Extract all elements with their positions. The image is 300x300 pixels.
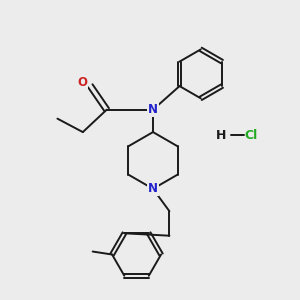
Text: Cl: Cl <box>244 129 257 142</box>
Text: N: N <box>148 182 158 195</box>
Text: O: O <box>77 76 87 89</box>
Text: H: H <box>216 129 226 142</box>
Text: N: N <box>148 103 158 116</box>
